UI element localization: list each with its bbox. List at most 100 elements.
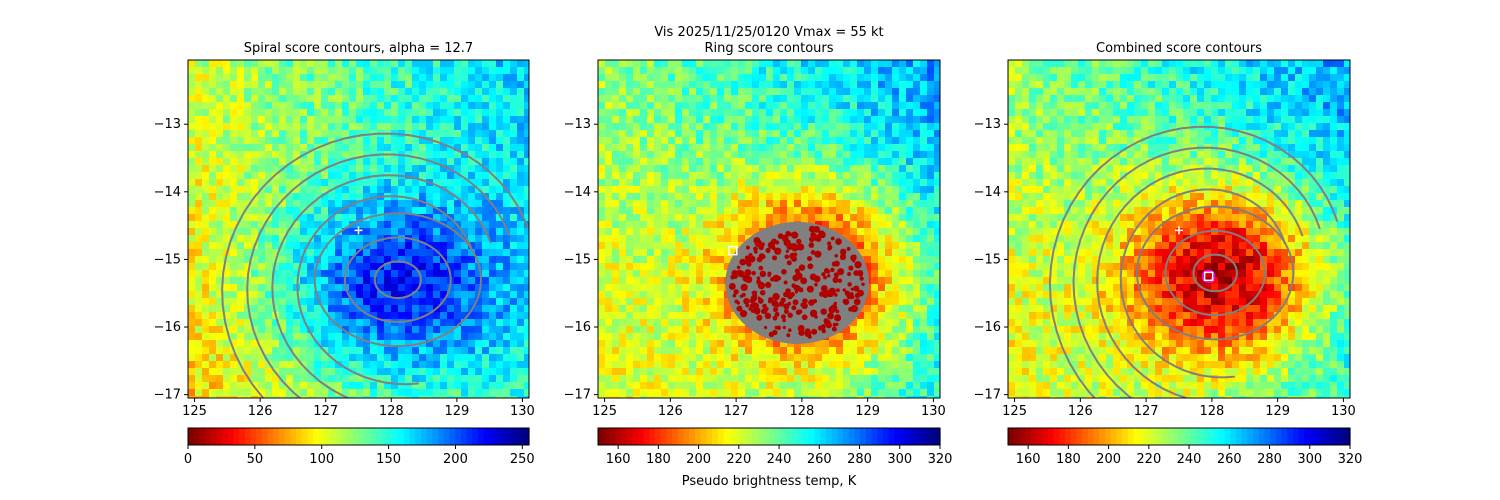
colorbar-segment (483, 428, 490, 445)
contour-ring (343, 236, 452, 323)
colorbar-segment (1156, 428, 1163, 445)
colorbar-segment (1264, 428, 1271, 445)
colorbar-tick-label: 180 (646, 452, 671, 467)
y-tick-label: −13 (974, 117, 1001, 132)
contour-arc (271, 174, 492, 398)
colorbar-segment (193, 428, 200, 445)
colorbar-segment (632, 428, 639, 445)
colorbar-segment (615, 428, 622, 445)
contour-arc (221, 132, 529, 398)
y-tick-label: −17 (154, 388, 181, 403)
colorbar-segment (928, 428, 935, 445)
colorbar-segment (375, 428, 382, 445)
colorbar-segment (438, 428, 445, 445)
colorbar-segment (341, 428, 348, 445)
colorbar-segment (1298, 428, 1305, 445)
colorbar-segment (1065, 428, 1072, 445)
colorbar-segment (1293, 428, 1300, 445)
colorbar-segment (598, 428, 605, 445)
colorbar-tick-label: 300 (887, 452, 912, 467)
colorbar-segment (740, 428, 747, 445)
colorbar-segment (1253, 428, 1260, 445)
colorbar-segment (871, 428, 878, 445)
colorbar-segment (216, 428, 223, 445)
colorbar-segment (917, 428, 924, 445)
colorbar-segment (894, 428, 901, 445)
contour-arc (1119, 188, 1286, 379)
colorbar-segment (694, 428, 702, 445)
colorbar-segment (837, 428, 844, 445)
y-tick-label: −17 (564, 388, 591, 403)
colorbar-segment (922, 428, 930, 445)
contour-arc (1096, 167, 1304, 398)
colorbar-segment (1184, 428, 1191, 445)
x-tick-label: 125 (182, 404, 207, 419)
colorbar-segment (222, 428, 229, 445)
colorbar-tick-label: 260 (1217, 452, 1242, 467)
colorbar-segment (826, 428, 833, 445)
colorbar-segment (466, 428, 473, 445)
y-tick-label: −14 (564, 185, 591, 200)
contour-ring (1136, 205, 1295, 341)
colorbar-segment (860, 428, 867, 445)
center-plus-marker (1175, 226, 1183, 235)
colorbar-segment (205, 428, 212, 445)
figure-suptitle: Vis 2025/11/25/0120 Vmax = 55 kt (654, 25, 883, 40)
colorbar-segment (786, 428, 793, 445)
colorbar-segment (905, 428, 913, 445)
x-tick-label: 129 (1265, 404, 1290, 419)
colorbar-tick-label: 180 (1056, 452, 1081, 467)
x-tick-label: 130 (510, 404, 535, 419)
colorbar-frame (187, 427, 530, 446)
x-tick-label: 125 (1002, 404, 1027, 419)
y-tick-label: −14 (974, 185, 1001, 200)
colorbar-tick-label: 280 (847, 452, 872, 467)
colorbar-segment (239, 428, 246, 445)
heatmap-image (598, 60, 940, 398)
colorbar-segment (734, 428, 742, 445)
colorbar-segment (421, 428, 428, 445)
colorbar-segment (1104, 428, 1112, 445)
x-tick-label: 127 (313, 404, 338, 419)
colorbar-segment (1133, 428, 1140, 445)
colorbar-tick-label: 250 (510, 452, 535, 467)
colorbar-segment (797, 428, 804, 445)
colorbar-tick-label: 100 (309, 452, 334, 467)
colorbar-segment (369, 428, 377, 445)
colorbar-segment (392, 428, 399, 445)
x-tick-label: 130 (921, 404, 946, 419)
center-square-marker (1203, 271, 1214, 282)
colorbar-tick-label: 160 (606, 452, 631, 467)
y-tick-label: −13 (564, 117, 591, 132)
colorbar-tick-label: 320 (1338, 452, 1363, 467)
colorbar-tick-label: 280 (1257, 452, 1282, 467)
colorbar-segment (455, 428, 462, 445)
x-tick-label: 127 (1134, 404, 1159, 419)
colorbar-segment (626, 428, 633, 445)
colorbar-segment (1224, 428, 1231, 445)
colorbar-segment (1047, 428, 1055, 445)
colorbar-segment (403, 428, 411, 445)
colorbar-segment (409, 428, 416, 445)
colorbar-segment (1070, 428, 1077, 445)
colorbar-segment (256, 428, 263, 445)
x-tick-label: 130 (1331, 404, 1356, 419)
colorbar-segment (757, 428, 764, 445)
colorbar-segment (494, 428, 502, 445)
colorbar-segment (261, 428, 269, 445)
colorbar-segment (278, 428, 286, 445)
colorbar-segment (1173, 428, 1180, 445)
colorbar-segment (1315, 428, 1323, 445)
colorbar-segment (227, 428, 235, 445)
colorbar-tick-label: 200 (1096, 452, 1121, 467)
colorbar-segment (883, 428, 890, 445)
colorbar-segment (1013, 428, 1020, 445)
colorbar-frame (1007, 427, 1351, 446)
axes-frame (597, 59, 941, 399)
colorbar-segment (649, 428, 656, 445)
masked-core (725, 221, 870, 344)
colorbar-segment (1059, 428, 1066, 445)
colorbar-tick-label: 200 (443, 452, 468, 467)
colorbar-segment (1036, 428, 1043, 445)
axes-frame (187, 59, 530, 399)
